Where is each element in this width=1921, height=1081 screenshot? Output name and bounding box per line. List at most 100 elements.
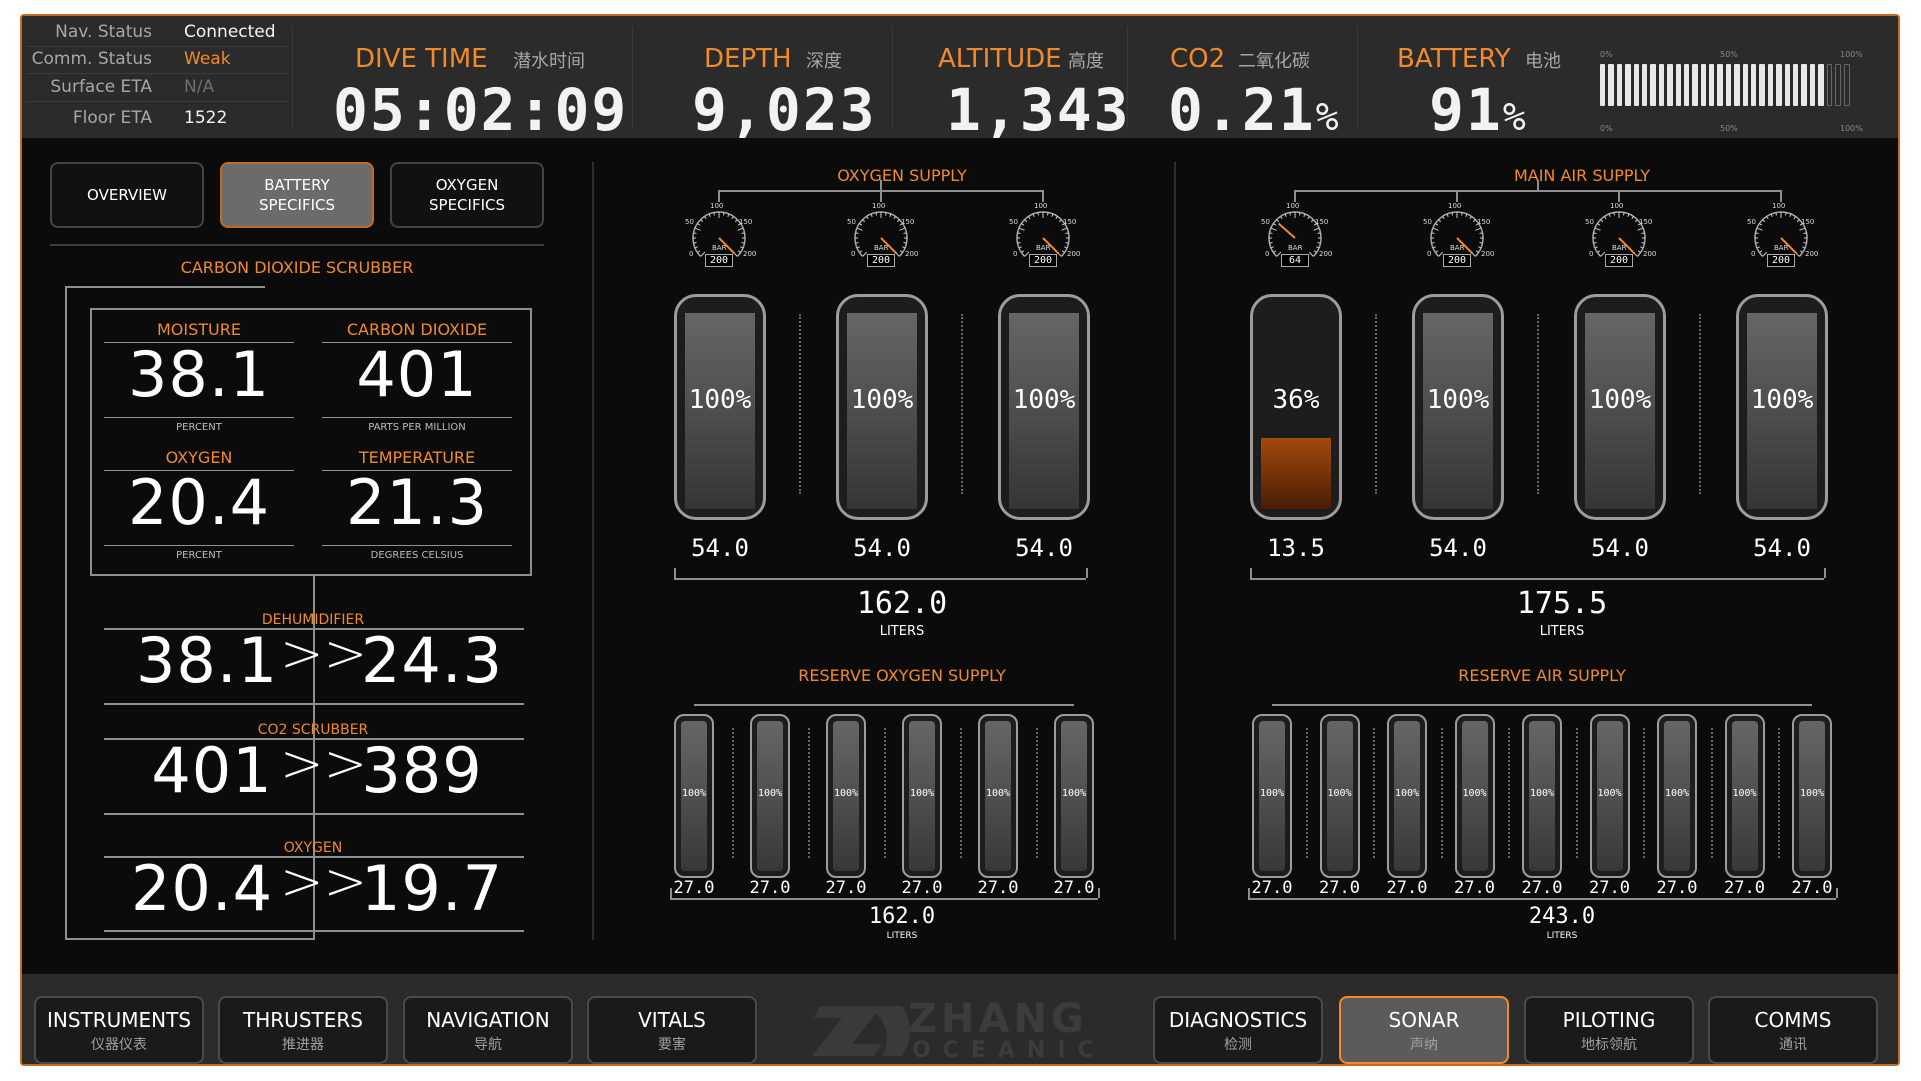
tank-percent: 100% (1664, 788, 1690, 799)
gauge-dial-icon (692, 211, 746, 257)
gauge-scale-label: 100 (710, 202, 724, 210)
tank-separator (808, 728, 810, 858)
gauge-scale-label: BAR (1450, 244, 1465, 252)
row-line (104, 342, 294, 343)
gauge-scale-label: 50 (685, 218, 694, 226)
tank-percent: 100% (1327, 788, 1352, 799)
tank-fill (1747, 313, 1817, 509)
tank-percent: 100% (757, 788, 783, 799)
tank-percent: 100% (1259, 788, 1285, 799)
tank-percent: 100% (1732, 788, 1757, 799)
tank-fill (909, 721, 935, 871)
gauge-scale-label: 150 (1315, 218, 1329, 226)
battery-cell (1616, 64, 1623, 106)
pressure-gauge: 100 50 150 0 200 BAR 200 (1417, 202, 1497, 272)
tab-oxygen-specifics[interactable]: OXYGEN SPECIFICS (390, 162, 544, 228)
pressure-gauge: 100 50 150 0 200 BAR 64 (1255, 202, 1335, 272)
reserve-bracket (1836, 888, 1838, 898)
gauge-scale-label: 150 (1477, 218, 1491, 226)
flow-spine (313, 576, 315, 848)
nav-piloting-button[interactable]: PILOTING 地标领航 (1524, 996, 1694, 1064)
pressure-gauge: 100 50 150 0 200 BAR 200 (841, 202, 921, 272)
supply-tank: 100% (674, 294, 766, 520)
tank-fill (1461, 721, 1488, 871)
gauge-dial-icon (1268, 211, 1322, 257)
co2-sensor-value: 401 (356, 338, 478, 411)
scrubber-bracket (65, 286, 67, 940)
nav-label-cn: 要害 (658, 1037, 686, 1053)
depth-cn: 深度 (806, 51, 842, 72)
status-key: Comm. Status (31, 49, 152, 69)
reserve-tank: 100% (978, 714, 1018, 878)
co2-unit: % (1315, 95, 1341, 139)
panel-divider (1174, 162, 1176, 940)
reserve-bracket (1272, 704, 1812, 706)
battery-cell (1600, 64, 1606, 106)
gauge-scale-label: 50 (1009, 218, 1018, 226)
reserve-bracket (1248, 898, 1836, 900)
dashboard-frame: Nav. Status Connected Comm. Status Weak … (20, 14, 1900, 1066)
row-line (104, 545, 294, 546)
reserve-oxygen-unit: LITERS (886, 931, 918, 941)
battery-cell (1776, 64, 1782, 106)
footer-nav: INSTRUMENTS 仪器仪表 THRUSTERS 推进器 NAVIGATIO… (22, 974, 1898, 1064)
tank-percent: 100% (833, 788, 859, 799)
tank-separator (1375, 314, 1377, 494)
gauge-reading: 64 (1281, 254, 1309, 267)
nav-label-cn: 导航 (474, 1037, 502, 1053)
tank-percent: 100% (1588, 385, 1652, 415)
supply-bracket (1294, 190, 1296, 202)
tab-overview[interactable]: OVERVIEW (50, 162, 204, 228)
tank-percent: 100% (985, 788, 1011, 799)
gauge-dial-icon (1016, 211, 1070, 257)
nav-instruments-button[interactable]: INSTRUMENTS 仪器仪表 (34, 996, 204, 1064)
tank-separator (799, 314, 801, 494)
gauge-scale-label: 100 (872, 202, 886, 210)
reserve-oxygen-title: RESERVE OXYGEN SUPPLY (798, 666, 1006, 685)
nav-thrusters-button[interactable]: THRUSTERS 推进器 (218, 996, 388, 1064)
gauge-scale-label: 50 (847, 218, 856, 226)
battery-cell (1801, 64, 1807, 106)
tank-fill (1009, 313, 1079, 509)
battery-scale-0: 0% (1600, 50, 1613, 59)
battery-cell (1818, 64, 1824, 106)
tank-separator (1575, 728, 1578, 858)
tab-label: BATTERY SPECIFICS (259, 176, 335, 214)
nav-navigation-button[interactable]: NAVIGATION 导航 (403, 996, 573, 1064)
tab-underline (50, 244, 544, 246)
gauge-scale-label: 0 (1427, 250, 1432, 258)
tab-battery-specifics[interactable]: BATTERY SPECIFICS (220, 162, 374, 228)
battery-cell (1650, 64, 1656, 106)
supply-bracket (1456, 190, 1458, 202)
temperature-unit: DEGREES CELSIUS (370, 550, 464, 561)
tank-fill (847, 313, 917, 509)
tank-value: 54.0 (1591, 534, 1649, 562)
nav-sonar-button[interactable]: SONAR 声纳 (1339, 996, 1509, 1064)
gauge-scale-label: 0 (1751, 250, 1756, 258)
battery-cell (1844, 64, 1851, 106)
battery-cell (1826, 64, 1833, 106)
nav-diagnostics-button[interactable]: DIAGNOSTICS 检测 (1153, 996, 1323, 1064)
tank-separator (1508, 728, 1511, 858)
flow-line (104, 703, 524, 705)
depth-value: 9,023 (692, 76, 877, 144)
moisture-value: 38.1 (127, 338, 271, 411)
tank-separator (1440, 728, 1443, 858)
reserve-bracket (670, 888, 672, 898)
oxygen-flow-in: 20.4 (130, 852, 274, 925)
nav-label-cn: 仪器仪表 (91, 1037, 147, 1053)
grid-bracket (90, 308, 92, 576)
battery-cell (1759, 64, 1765, 106)
tank-fill (1585, 313, 1655, 509)
tank-value: 27.0 (1521, 878, 1563, 898)
header-divider (292, 26, 293, 128)
gauge-reading: 200 (1605, 254, 1633, 267)
nav-comms-button[interactable]: COMMS 通讯 (1708, 996, 1878, 1064)
nav-vitals-button[interactable]: VITALS 要害 (587, 996, 757, 1064)
tank-separator (961, 314, 963, 494)
status-value: N/A (184, 77, 215, 97)
supply-bracket (1250, 568, 1252, 578)
gauge-scale-label: 200 (905, 250, 919, 258)
gauge-scale-label: 100 (1610, 202, 1624, 210)
tank-fill (1596, 721, 1623, 871)
